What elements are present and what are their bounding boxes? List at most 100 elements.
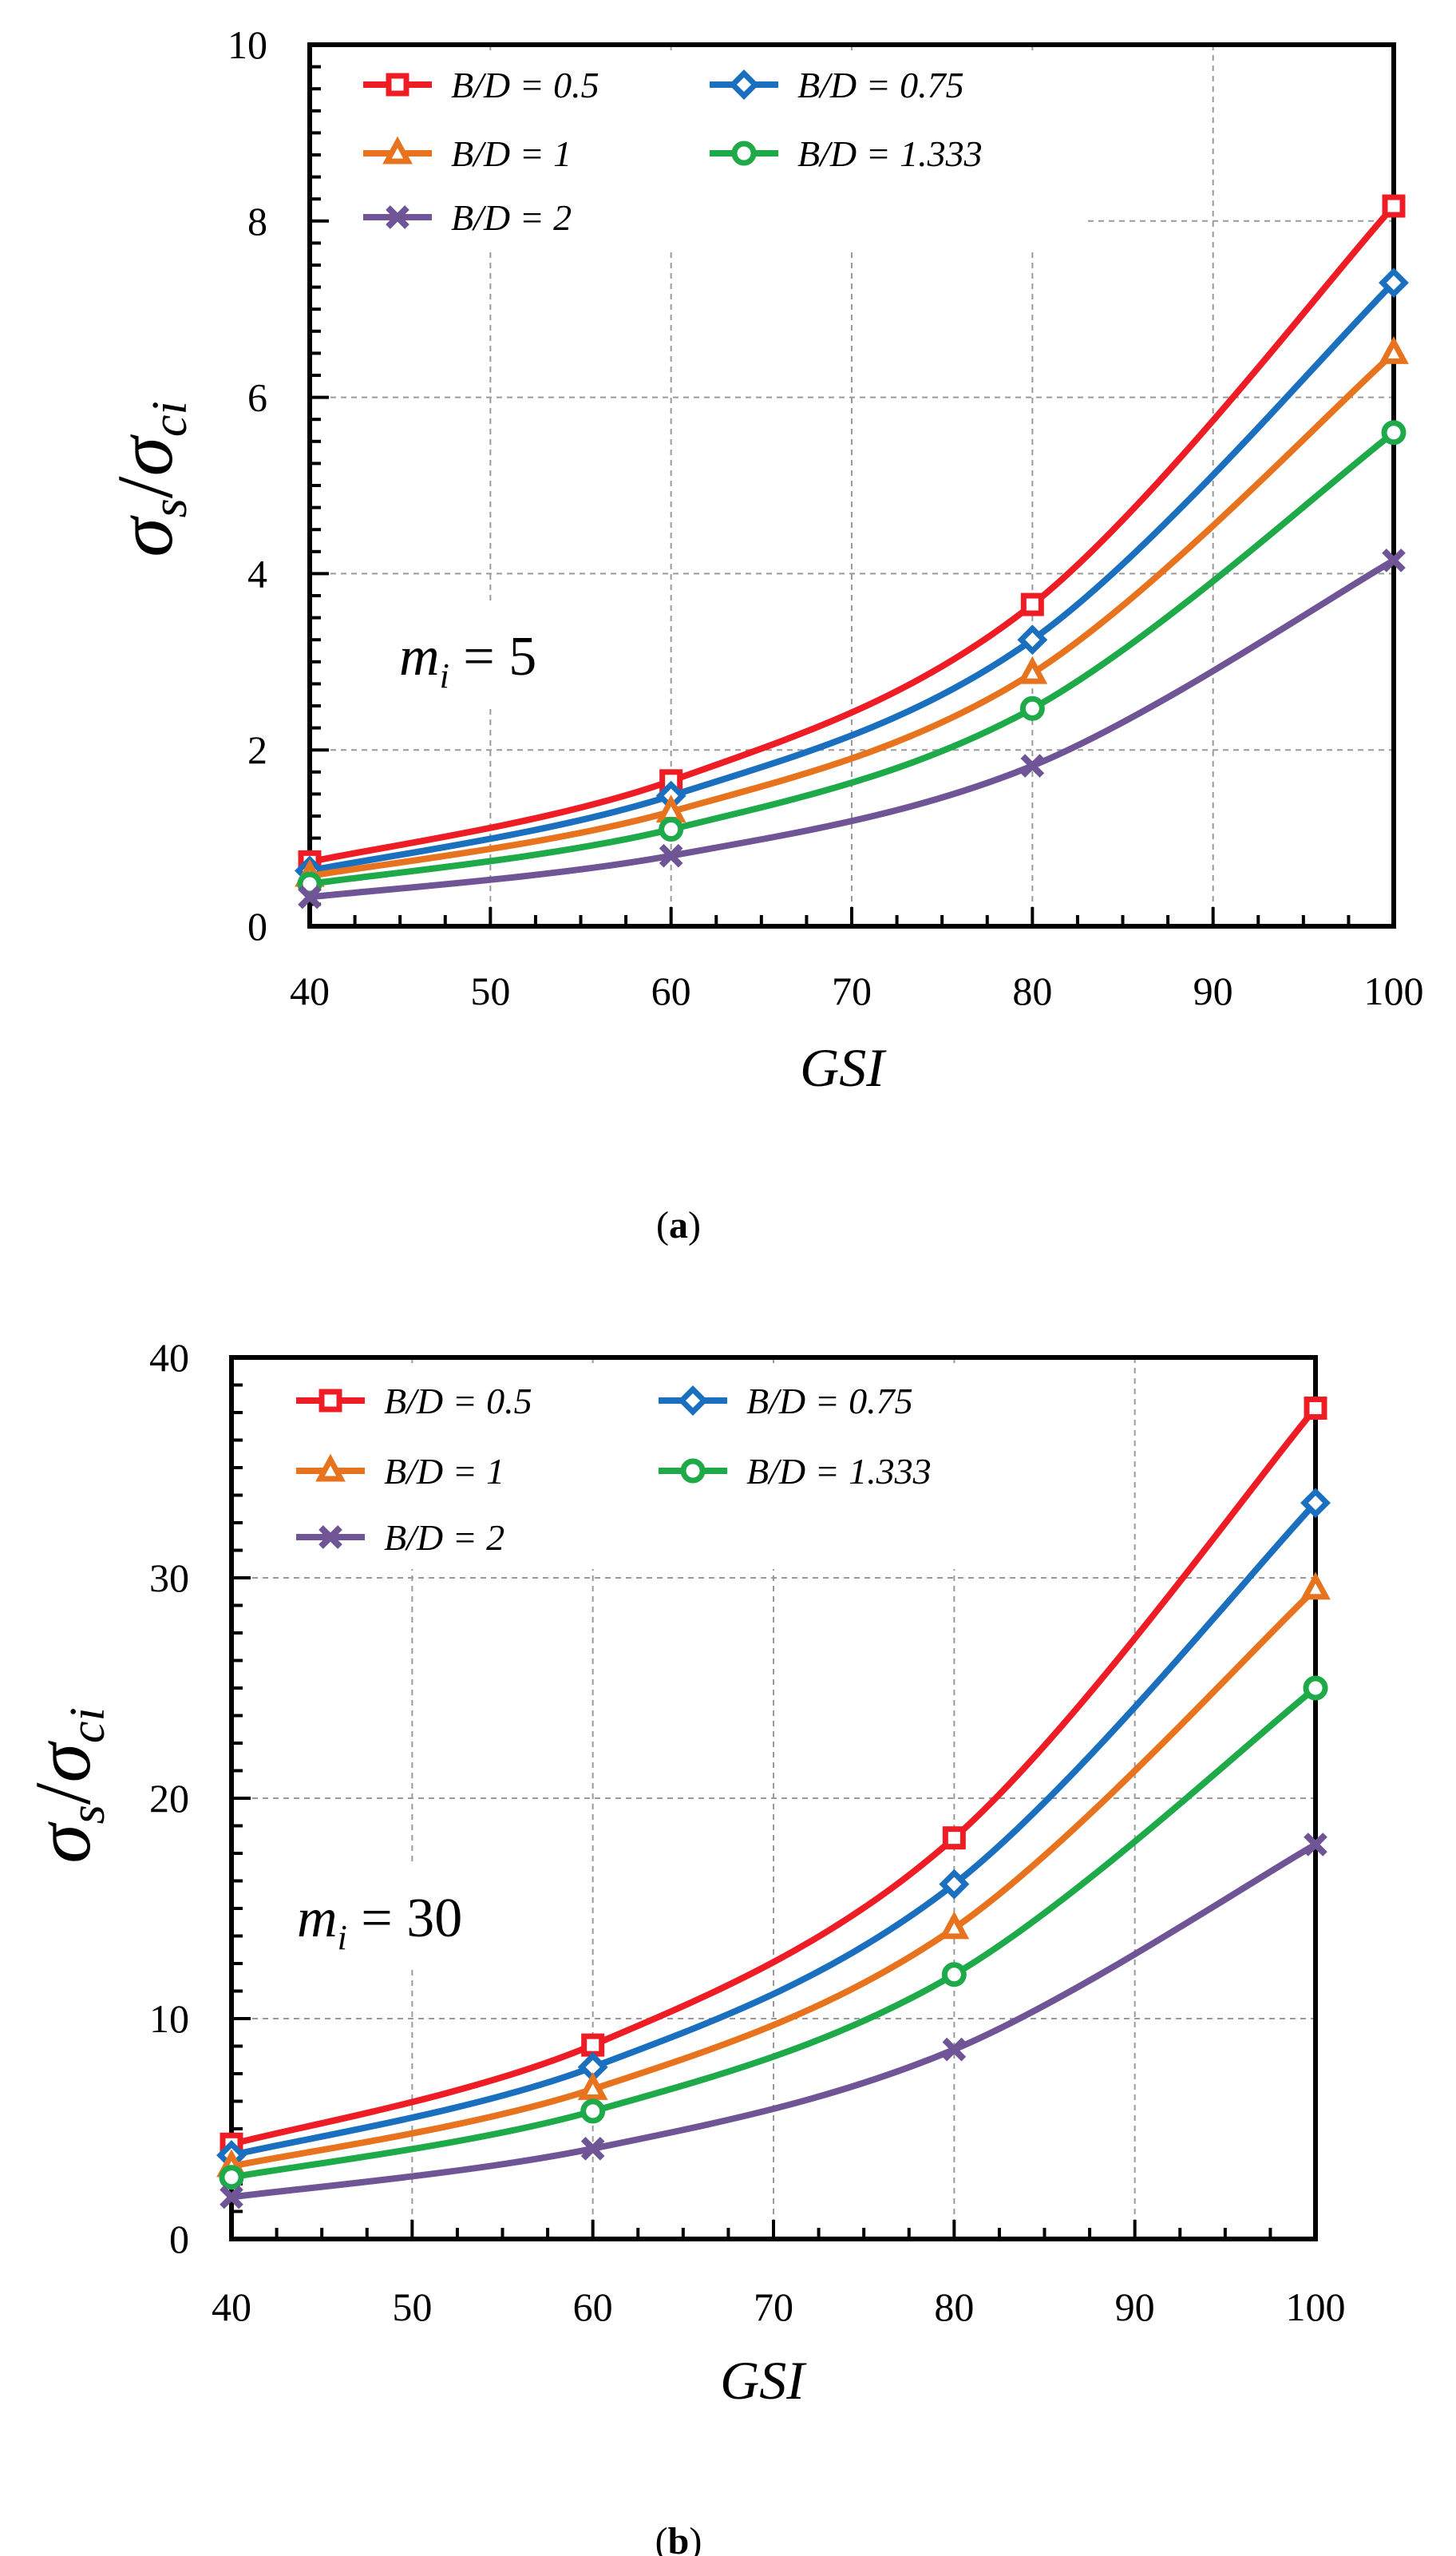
series-line xyxy=(309,280,1396,874)
x-tick-label: 100 xyxy=(1364,969,1424,1013)
chart-panel-b: 0 10 20 30 40 40 50 60 70 80 90 100 GSI σs/σci mi = 30… xyxy=(18,1335,1346,2556)
data-point xyxy=(298,885,322,909)
legend-label: B/D = 1.333 xyxy=(746,1451,932,1492)
x-tick-label: 60 xyxy=(651,969,691,1013)
legend-background xyxy=(316,51,1087,249)
x-tick-label: 40 xyxy=(290,969,330,1013)
series-line xyxy=(231,1586,1318,2170)
series-line xyxy=(231,1500,1318,2159)
legend-marker xyxy=(729,69,759,100)
legend-entry: B/D = 1 xyxy=(363,133,572,174)
data-point xyxy=(219,2165,244,2190)
data-point xyxy=(1020,754,1045,778)
legend-entry: B/D = 2 xyxy=(363,197,572,238)
legend-marker xyxy=(318,1525,342,1549)
legend-marker xyxy=(382,136,413,164)
x-tick-label: 90 xyxy=(1115,2285,1155,2329)
chart-panel-a: 0 2 4 6 8 10 40 50 60 70 80 90 100 GSI σs/σci mi = 5 B/D… xyxy=(101,22,1424,1246)
legend-marker xyxy=(386,73,410,97)
y-axis-label: σs/σci xyxy=(101,401,197,557)
legend-marker xyxy=(318,1389,342,1413)
y-tick-label: 40 xyxy=(149,1335,189,1380)
data-point xyxy=(1303,1675,1328,1701)
data-point xyxy=(580,2137,605,2161)
series-0 xyxy=(220,1396,1327,2156)
legend-entry: B/D = 0.75 xyxy=(659,1381,913,1421)
y-tick-label: 6 xyxy=(247,375,267,420)
legend-label: B/D = 0.75 xyxy=(746,1381,913,1421)
data-point xyxy=(220,2185,243,2209)
x-tick-label: 50 xyxy=(470,969,510,1013)
series-3 xyxy=(297,420,1407,897)
series-4 xyxy=(298,549,1406,909)
legend-label: B/D = 2 xyxy=(451,197,572,238)
y-tick-label: 10 xyxy=(228,22,267,67)
data-point xyxy=(1304,1833,1327,1857)
legend-entry: B/D = 0.75 xyxy=(710,65,964,105)
x-tick-label: 60 xyxy=(573,2285,613,2329)
data-point xyxy=(1381,420,1407,446)
y-tick-label: 4 xyxy=(247,551,267,596)
series-line xyxy=(231,1685,1318,2181)
data-point xyxy=(942,2037,967,2062)
data-point xyxy=(1019,695,1045,721)
series-line xyxy=(230,1405,1319,2148)
data-point xyxy=(1382,194,1406,218)
series-line xyxy=(309,557,1395,901)
series-line xyxy=(309,204,1396,866)
data-point xyxy=(1300,1571,1331,1600)
legend-label: B/D = 0.5 xyxy=(451,65,599,105)
y-tick-label: 30 xyxy=(149,1555,189,1600)
axis-ticks xyxy=(308,43,1395,928)
x-tick-label: 40 xyxy=(212,2285,251,2329)
panel-caption: (b) xyxy=(655,2520,702,2556)
legend-entry: B/D = 1.333 xyxy=(659,1451,932,1492)
x-axis-label: GSI xyxy=(800,1037,887,1098)
series-3 xyxy=(219,1675,1328,2190)
data-point xyxy=(1382,549,1406,573)
series-line xyxy=(309,430,1396,887)
panel-caption: (a) xyxy=(656,1204,701,1246)
data-point xyxy=(581,2033,605,2057)
series-line xyxy=(309,351,1396,880)
data-point xyxy=(1020,592,1044,616)
x-tick-label: 100 xyxy=(1286,2285,1346,2329)
y-tick-label: 8 xyxy=(247,199,267,244)
data-point xyxy=(939,1868,970,1900)
y-tick-label: 0 xyxy=(247,904,267,949)
series-4 xyxy=(220,1833,1327,2209)
x-tick-label: 70 xyxy=(832,969,872,1013)
legend-marker xyxy=(678,1385,708,1416)
legend-marker xyxy=(386,205,410,229)
legend-entry: B/D = 0.5 xyxy=(363,65,599,105)
mi-annotation: mi = 30 xyxy=(297,1888,462,1957)
legend-label: B/D = 2 xyxy=(384,1517,504,1558)
data-point xyxy=(659,817,684,842)
legend-label: B/D = 1 xyxy=(384,1451,504,1492)
y-tick-label: 20 xyxy=(149,1776,189,1821)
legend-label: B/D = 1.333 xyxy=(797,133,983,174)
data-point xyxy=(1017,624,1048,656)
x-tick-label: 80 xyxy=(1012,969,1052,1013)
data-point xyxy=(1300,1488,1331,1519)
x-tick-label: 90 xyxy=(1193,969,1233,1013)
data-point xyxy=(580,2098,606,2124)
legend-entry: B/D = 1 xyxy=(296,1451,504,1492)
legend-label: B/D = 0.5 xyxy=(384,1381,532,1421)
legend-label: B/D = 1 xyxy=(451,133,572,174)
legend-background xyxy=(238,1364,1036,1569)
series-line xyxy=(231,1841,1317,2201)
data-point xyxy=(942,1826,966,1850)
data-point xyxy=(659,843,683,868)
data-point xyxy=(1017,656,1048,684)
legend-entry: B/D = 0.5 xyxy=(296,1381,532,1421)
legend-entry: B/D = 1.333 xyxy=(710,133,983,174)
legend-marker xyxy=(731,141,757,166)
y-axis-label: σs/σci xyxy=(18,1707,115,1863)
data-point xyxy=(577,2071,608,2100)
x-tick-label: 50 xyxy=(392,2285,432,2329)
mi-annotation: mi = 5 xyxy=(399,626,536,695)
x-axis-label: GSI xyxy=(720,2350,807,2411)
legend-marker xyxy=(680,1458,706,1484)
